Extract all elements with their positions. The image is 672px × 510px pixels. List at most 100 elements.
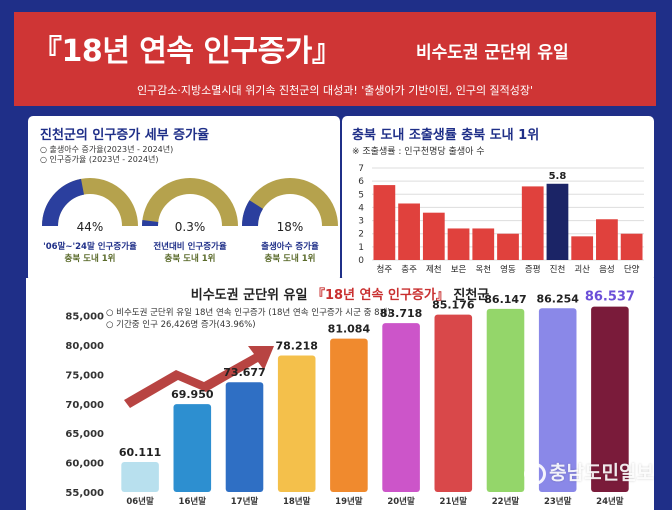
population-title-part-2: 『18년 연속 인구증가』 [311, 288, 449, 303]
population-note-1: ○ 비수도권 군단위 유일 18년 연속 인구증가 (18년 연속 인구증가 시… [106, 308, 391, 318]
header-banner: 『18년 연속 인구증가』 비수도권 군단위 유일 인구감소·지방소멸시대 위기… [14, 12, 656, 106]
birth-ytick: 2 [358, 230, 364, 240]
population-xtick: 20년말 [387, 496, 415, 507]
population-bar-19년말 [330, 338, 368, 492]
trend-arrow-icon [124, 346, 274, 408]
birth-rate-note: ※ 조출생률 : 인구천명당 출생아 수 [352, 147, 485, 157]
birth-ytick: 5 [358, 190, 364, 200]
birth-xtick: 괴산 [574, 264, 590, 275]
population-bar-21년말 [434, 314, 473, 492]
birth-ytick: 7 [358, 164, 364, 174]
population-data-label: 85.176 [432, 299, 475, 312]
population-xtick: 22년말 [492, 496, 520, 507]
population-note-2: ○ 기간중 인구 26,426명 증가(43.96%) [106, 320, 256, 330]
population-bar-22년말 [486, 308, 525, 492]
population-bar-16년말 [173, 404, 212, 492]
donut-fill-3 [242, 200, 264, 227]
donut-value-2: 0.3% [174, 220, 206, 234]
donut-rank-1: 충북 도내 1위 [64, 254, 116, 264]
birth-xtick: 제천 [426, 264, 442, 275]
donut-value-3: 18% [276, 220, 304, 234]
population-xtick: 23년말 [544, 496, 572, 507]
birth-data-label: 5.8 [549, 171, 567, 182]
population-bar-17년말 [225, 382, 264, 492]
population-data-label: 78.218 [275, 340, 317, 353]
population-ytick: 85,000 [65, 312, 104, 323]
population-xtick: 16년말 [179, 496, 207, 507]
birth-ytick: 3 [358, 217, 364, 227]
population-panel: 비수도권 군단위 유일 『18년 연속 인구증가』 진천군 ○ 비수도권 군단위… [26, 278, 654, 510]
donut-group [42, 178, 338, 227]
birth-xtick: 충주 [401, 265, 417, 275]
donut-caption-2: 전년대비 인구증가율 [153, 242, 227, 252]
birth-bar-괴산 [571, 236, 594, 260]
birth-xtick: 진천 [550, 264, 566, 275]
birth-bar-단양 [620, 233, 643, 260]
population-title-part-1: 비수도권 군단위 유일 [190, 288, 312, 303]
birth-bar-청주 [373, 185, 396, 260]
population-bar-20년말 [382, 323, 420, 492]
birth-bar-제천 [422, 212, 445, 260]
birth-rate-chart: 0 1 2 3 4 5 6 7 청주 충주 제천 보은 옥천 영동 증평 진천 5.8 괴산 음성 단양 [358, 164, 644, 275]
donut-caption-1: '06말~'24말 인구증가율 [43, 242, 137, 252]
birth-bar-진천 [546, 183, 569, 260]
growth-note-2: ○ 인구증가율 (2023년 - 2024년) [40, 155, 159, 164]
population-ytick: 60,000 [65, 459, 104, 470]
population-ytick: 65,000 [65, 429, 104, 440]
birth-bar-음성 [596, 219, 618, 260]
population-xtick: 17년말 [231, 496, 259, 507]
population-data-label: 86.537 [585, 290, 635, 305]
birth-bar-충주 [398, 203, 420, 260]
population-xtick: 24년말 [596, 496, 624, 507]
population-data-label: 83.718 [380, 307, 422, 320]
birth-ytick: 4 [358, 203, 364, 213]
birth-xtick: 증평 [525, 264, 541, 275]
birth-xtick: 청주 [377, 265, 393, 275]
donut-fill-1 [42, 178, 85, 227]
birth-rate-title: 충북 도내 조출생률 충북 도내 1위 [352, 128, 540, 143]
population-xtick: 19년말 [335, 496, 363, 507]
birth-xtick: 영동 [500, 264, 516, 275]
population-xtick: 21년말 [440, 496, 468, 507]
birth-ytick: 6 [358, 177, 364, 187]
population-title-part-3: 진천군 [448, 288, 490, 303]
donut-rank-3: 충북 도내 1위 [264, 254, 316, 264]
donut-caption-3: 출생아수 증가율 [261, 242, 319, 252]
population-chart-title: 비수도권 군단위 유일 『18년 연속 인구증가』 진천군 [26, 284, 654, 303]
birth-xtick: 보은 [451, 265, 467, 275]
watermark-text: 충남도민일보 [549, 462, 654, 484]
population-bar-23년말 [538, 308, 577, 492]
population-bar-06년말 [121, 461, 159, 492]
donut-value-1: 44% [76, 220, 104, 234]
birth-ytick: 1 [358, 243, 364, 253]
page-title: 『18년 연속 인구증가』 [32, 34, 342, 69]
growth-rate-panel: 진천군의 인구증가 세부 증가율 ○ 출생아수 증가율(2023년 - 2024… [28, 116, 340, 282]
population-data-label: 73.677 [223, 366, 265, 379]
population-bar-18년말 [277, 355, 316, 492]
donut-rank-2: 충북 도내 1위 [164, 254, 216, 264]
donut-track-2 [142, 178, 238, 227]
watermark-logo-icon [524, 462, 547, 485]
birth-xtick: 단양 [624, 264, 640, 275]
population-data-label: 86.147 [484, 293, 526, 306]
population-chart: 55,000 60,000 65,000 70,000 75,000 80,000 85,0… [65, 290, 635, 507]
birth-bar-보은 [447, 228, 470, 260]
population-data-label: 69.950 [171, 388, 214, 401]
population-ytick: 70,000 [65, 400, 104, 411]
birth-ytick: 0 [358, 256, 364, 266]
growth-note-1: ○ 출생아수 증가율(2023년 - 2024년) [40, 145, 174, 154]
growth-panel-title: 진천군의 인구증가 세부 증가율 [40, 128, 210, 143]
population-bar-24년말 [591, 306, 629, 492]
birth-xtick: 음성 [599, 265, 615, 275]
population-ytick: 55,000 [65, 488, 104, 499]
birth-bar-영동 [497, 233, 519, 260]
population-xtick: 06년말 [126, 496, 154, 507]
population-data-label: 81.084 [328, 323, 371, 336]
population-data-label: 60.111 [119, 446, 161, 459]
birth-rate-panel: 충북 도내 조출생률 충북 도내 1위 ※ 조출생률 : 인구천명당 출생아 수… [342, 116, 654, 282]
birth-bar-증평 [521, 186, 544, 260]
population-xtick: 18년말 [283, 496, 311, 507]
birth-xtick: 옥천 [475, 264, 491, 275]
birth-bar-옥천 [472, 228, 495, 260]
population-data-label: 86.254 [536, 292, 579, 305]
